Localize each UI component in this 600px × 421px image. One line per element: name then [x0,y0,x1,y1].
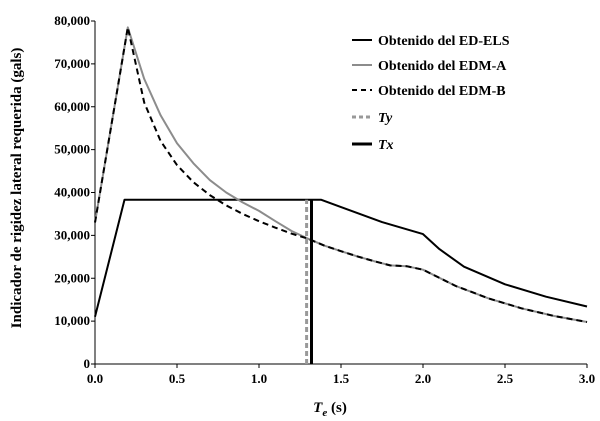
series-edm-a-line [94,26,588,323]
y-tick-label: 0 [84,356,91,371]
x-axis-title-subscript: e [322,407,327,419]
y-tick-label: 20,000 [54,270,90,285]
x-axis-title-unit: (s) [327,400,347,416]
x-axis-title: Te (s) [313,400,347,419]
y-axis-title: Indicador de rigidez lateral requerida (… [9,48,25,329]
y-tick-label: 70,000 [54,56,90,71]
legend-label-edm-a: Obtenido del EDM-A [378,59,507,74]
x-tick-label: 1.0 [251,371,267,386]
axes [91,20,588,368]
series-edm-b-line [94,26,588,323]
x-tick-label: 2.5 [497,371,514,386]
y-tick-label: 30,000 [54,227,90,242]
series-ed-els-line [94,198,588,318]
legend: Obtenido del ED-ELS Obtenido del EDM-A O… [352,34,510,153]
x-axis-title-main: T [313,400,323,416]
series-layer [94,26,588,364]
y-tick-label: 60,000 [54,99,90,114]
y-tick-label: 10,000 [54,313,90,328]
x-tick-label: 0.5 [169,371,186,386]
legend-label-edm-b: Obtenido del EDM-B [378,84,506,99]
tick-labels: 0 10,000 20,000 30,000 40,000 50,000 60,000 70,… [54,13,595,386]
x-tick-label: 0.0 [87,371,103,386]
legend-label-ty: Ty [378,111,393,126]
y-tick-label: 50,000 [54,142,90,157]
legend-label-ed-els: Obtenido del ED-ELS [378,34,510,49]
x-tick-label: 3.0 [579,371,595,386]
y-tick-label: 40,000 [54,185,90,200]
x-tick-label: 1.5 [333,371,350,386]
x-tick-label: 2.0 [415,371,431,386]
y-tick-label: 80,000 [54,13,90,28]
legend-label-tx: Tx [378,138,394,153]
